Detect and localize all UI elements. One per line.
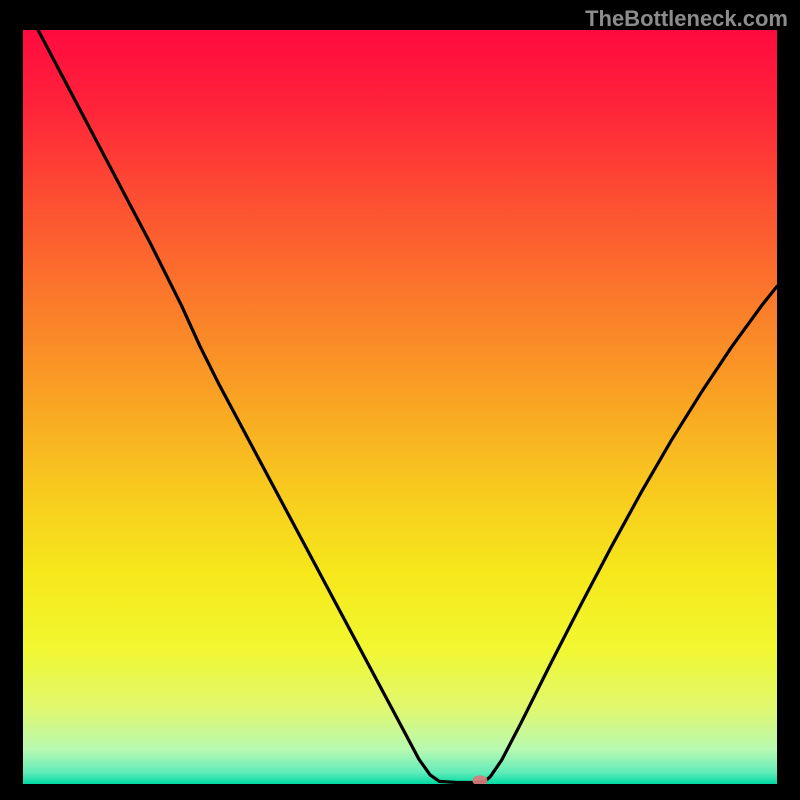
chart-svg	[23, 30, 777, 784]
watermark-text: TheBottleneck.com	[585, 6, 788, 32]
gradient-background	[23, 30, 777, 784]
chart-frame: TheBottleneck.com	[0, 0, 800, 800]
plot-area	[23, 30, 777, 784]
